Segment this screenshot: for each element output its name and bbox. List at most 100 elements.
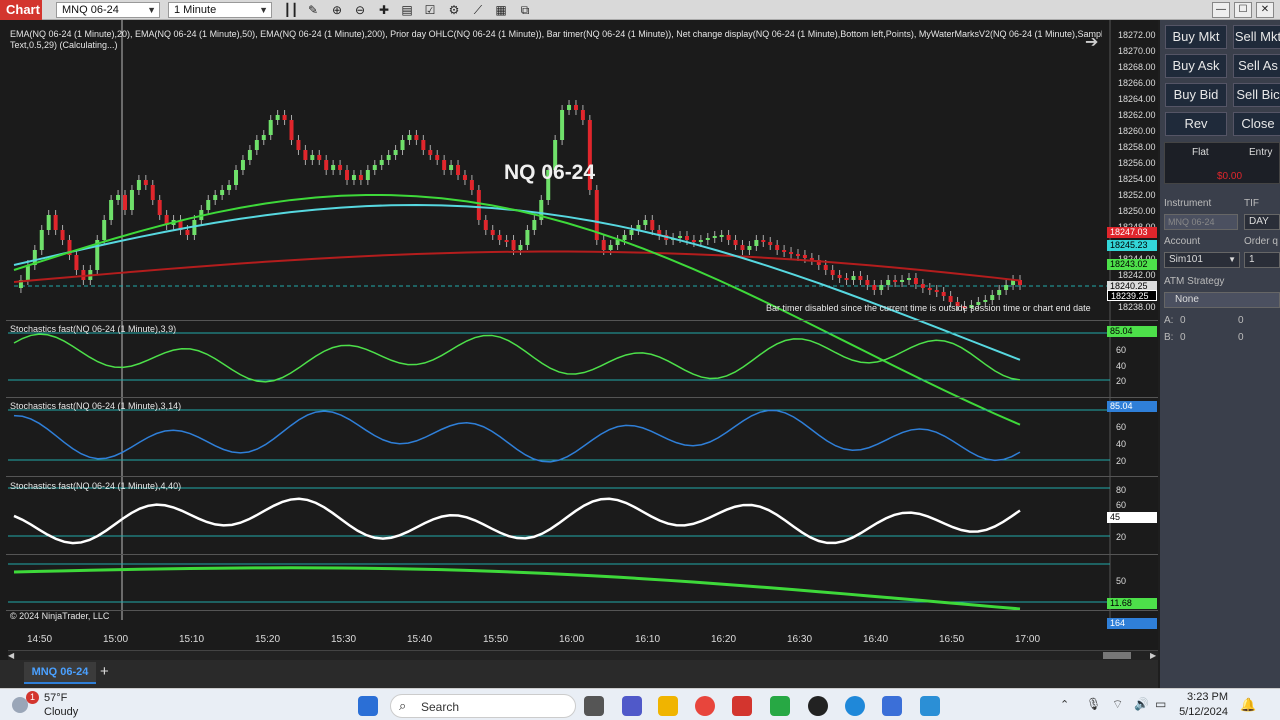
scroll-right-icon[interactable]: ▶ (1150, 651, 1157, 660)
candle-body (504, 240, 509, 242)
flat-label: Flat (1192, 147, 1209, 158)
volume-icon[interactable]: 🔊 (1134, 697, 1149, 711)
panel-divider[interactable] (6, 476, 1158, 477)
candle-body (580, 110, 585, 120)
stoch3-tick: 20 (1116, 532, 1127, 542)
bars-type-icon[interactable]: ┃┃ (283, 3, 299, 17)
time-tick: 15:00 (103, 634, 129, 645)
tab-mnq[interactable]: MNQ 06-24 (24, 662, 96, 684)
obs-icon[interactable] (808, 696, 828, 716)
chart-canvas[interactable] (0, 20, 1158, 664)
order-qty-label: Order q (1244, 236, 1278, 247)
panel-divider[interactable] (6, 320, 1158, 321)
price-tick: 18272.00 (1118, 30, 1156, 40)
sell-bid-button[interactable]: Sell Bic (1233, 83, 1280, 107)
drawing-tool-icon[interactable]: ⟋ (473, 3, 483, 17)
sell-market-button[interactable]: Sell Mkt (1233, 25, 1280, 49)
candle-body (435, 155, 440, 160)
interval-select[interactable]: 1 Minute ▼ (168, 2, 272, 18)
zoom-in-icon[interactable]: ⊕ (331, 3, 343, 17)
crosshair-icon[interactable]: ✚ (378, 3, 390, 17)
ema200-line (13, 250, 1021, 283)
chrome-icon[interactable] (695, 696, 715, 716)
properties-icon[interactable]: ▦ (495, 3, 507, 17)
instrument-select[interactable]: MNQ 06-24 (1164, 214, 1238, 230)
search-icon: ⌕ (399, 698, 407, 713)
template-icon[interactable]: ⧉ (520, 3, 530, 17)
candle-body (657, 230, 662, 235)
a-value-1: 0 (1180, 315, 1186, 326)
candle-body (678, 236, 683, 238)
price-axis[interactable]: 18272.00 18270.00 18268.00 18266.00 18264.00… (1116, 20, 1158, 320)
candle-body (546, 170, 551, 200)
battery-icon[interactable]: ▭ (1155, 697, 1167, 711)
pencil-icon[interactable]: ✎ (307, 3, 319, 17)
tray-chevron-icon[interactable]: ⌃ (1060, 699, 1070, 711)
panel-divider[interactable] (6, 397, 1158, 398)
candle-body (768, 242, 773, 245)
clock-time[interactable]: 3:23 PM (1187, 691, 1228, 703)
mic-icon[interactable]: 🎙 (1086, 697, 1102, 711)
scroll-right-arrow-icon[interactable]: ➔ (1085, 34, 1099, 51)
weather-icon[interactable] (12, 697, 28, 713)
price-tick: 18270.00 (1118, 46, 1156, 56)
ninjatrader-icon[interactable] (732, 696, 752, 716)
candle-body (449, 165, 454, 170)
photos-icon[interactable] (920, 696, 940, 716)
windows-start-icon[interactable] (358, 696, 378, 716)
app-icon[interactable] (882, 696, 902, 716)
position-box: Flat Entry $0.00 (1164, 142, 1280, 184)
candle-body (920, 284, 925, 288)
notifications-icon[interactable]: 🔔 (1240, 697, 1257, 712)
stoch1-tick: 20 (1116, 376, 1127, 386)
reverse-button[interactable]: Rev (1165, 112, 1227, 136)
maximize-button[interactable]: ☐ (1234, 2, 1252, 18)
checkbox-icon[interactable]: ☑ (424, 3, 436, 17)
prior-day-price-flag: 18240.25 (1107, 281, 1157, 292)
candle-body (129, 190, 134, 210)
instrument-select[interactable]: MNQ 06-24 ▼ (56, 2, 160, 18)
buy-ask-button[interactable]: Buy Ask (1165, 54, 1227, 78)
horizontal-scrollbar[interactable]: ◀ ▶ (8, 650, 1158, 660)
close-button[interactable]: ✕ (1256, 2, 1274, 18)
buy-bid-button[interactable]: Buy Bid (1165, 83, 1227, 107)
panel-divider[interactable] (6, 610, 1158, 611)
file-explorer-icon[interactable] (658, 696, 678, 716)
indicators-label-2: Text,0.5,29) (Calculating...) (10, 40, 118, 50)
chart-window-tab[interactable]: Chart (0, 0, 42, 20)
app-icon[interactable] (845, 696, 865, 716)
strategies-icon[interactable]: ⚙ (448, 3, 460, 17)
candle-body (46, 215, 51, 230)
tif-select[interactable]: DAY (1244, 214, 1280, 230)
app-icon[interactable] (770, 696, 790, 716)
minimize-button[interactable]: — (1212, 2, 1230, 18)
candle-body (1018, 280, 1022, 285)
data-box-icon[interactable]: ▤ (401, 3, 413, 17)
buy-market-button[interactable]: Buy Mkt (1165, 25, 1227, 49)
time-tick: 15:50 (483, 634, 509, 645)
add-tab-button[interactable]: + (100, 663, 109, 680)
clock-date[interactable]: 5/12/2024 (1179, 706, 1228, 718)
zoom-out-icon[interactable]: ⊖ (354, 3, 366, 17)
price-tick: 18250.00 (1118, 206, 1156, 216)
candle-body (282, 115, 287, 120)
chart-area[interactable]: EMA(NQ 06-24 (1 Minute),20), EMA(NQ 06-2… (0, 20, 1158, 664)
stoch1-tick: 40 (1116, 361, 1127, 371)
teams-icon[interactable] (622, 696, 642, 716)
scroll-left-icon[interactable]: ◀ (8, 651, 15, 660)
panel-divider[interactable] (6, 554, 1158, 555)
candle-body (789, 252, 794, 254)
candle-body (310, 155, 315, 160)
task-view-icon[interactable] (584, 696, 604, 716)
search-box[interactable]: ⌕ Search (390, 694, 576, 718)
close-position-button[interactable]: Close (1233, 112, 1280, 136)
wifi-icon[interactable]: ⌔ (1112, 697, 1124, 711)
scrollbar-thumb[interactable] (1103, 652, 1131, 659)
candle-body (532, 220, 537, 230)
order-qty-input[interactable]: 1 (1244, 252, 1280, 268)
sell-ask-button[interactable]: Sell As (1233, 54, 1280, 78)
atm-strategy-select[interactable]: None (1164, 292, 1280, 308)
candle-body (414, 135, 419, 140)
instrument-select-value: MNQ 06-24 (62, 4, 119, 16)
account-select[interactable]: Sim101 ▼ (1164, 252, 1240, 268)
